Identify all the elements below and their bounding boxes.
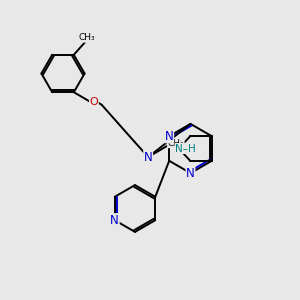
Text: O: O: [89, 97, 98, 107]
Text: N–H: N–H: [175, 143, 196, 154]
Text: CH₃: CH₃: [167, 139, 184, 148]
Text: N: N: [186, 167, 195, 180]
Text: N: N: [165, 130, 174, 143]
Text: CH₃: CH₃: [79, 33, 96, 42]
Text: N: N: [144, 151, 153, 164]
Text: N: N: [110, 214, 119, 227]
